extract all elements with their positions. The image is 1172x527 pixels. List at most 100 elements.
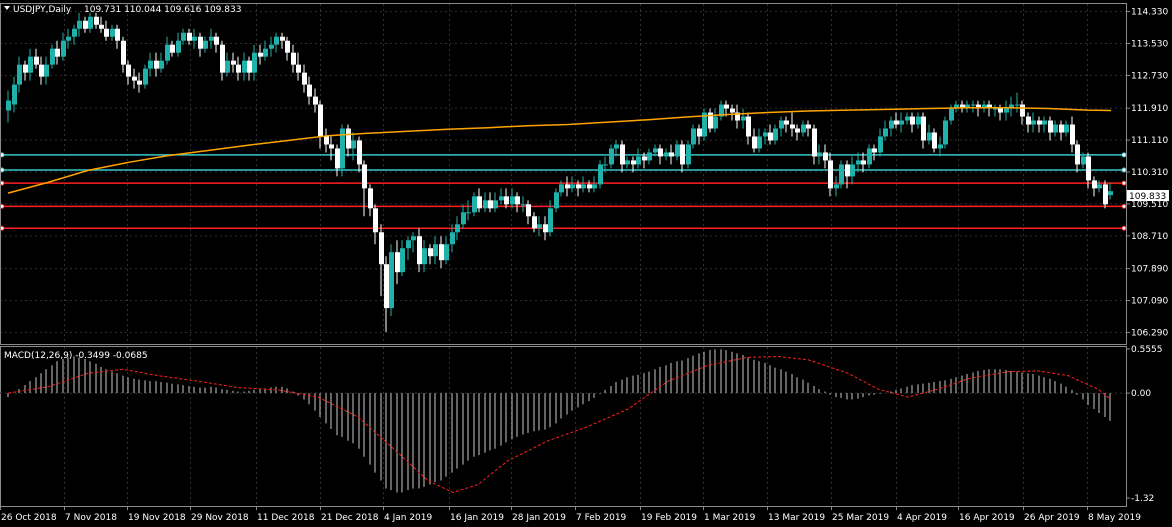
candle-body: [834, 184, 839, 189]
macd-axis: 0.5555 0.00 -1.32: [1126, 345, 1163, 504]
x-tick-label: 7 Feb 2019: [576, 513, 627, 523]
candle-body: [104, 28, 109, 37]
candle-body: [280, 36, 285, 41]
y-tick-label: 108.710: [1131, 232, 1168, 242]
candle-body: [433, 244, 438, 257]
candle-body: [406, 240, 411, 249]
candle-body: [839, 164, 844, 185]
candle-body: [400, 248, 405, 273]
candle-body: [664, 152, 669, 157]
candle-body: [1009, 104, 1014, 109]
candle-body: [368, 188, 373, 209]
candle-body: [883, 128, 888, 137]
macd-label: MACD(12,26,9) -0.3499 -0.0685: [4, 351, 148, 361]
candle-body: [554, 192, 559, 209]
dropdown-arrow-icon[interactable]: [4, 6, 10, 10]
candle-body: [965, 104, 970, 109]
macd-signal-line: [7, 356, 1111, 494]
y-tick-label: 107.090: [1131, 297, 1168, 307]
candle-body: [1081, 156, 1086, 165]
candle-body: [121, 40, 126, 65]
candle-body: [1042, 120, 1047, 125]
candle-body: [176, 40, 181, 53]
candle-body: [455, 224, 460, 233]
candle-body: [137, 80, 142, 85]
candle-body: [910, 116, 915, 125]
candle-body: [28, 56, 33, 73]
candle-body: [976, 104, 981, 109]
candle-body: [598, 164, 603, 185]
level-anchor-left: [0, 152, 5, 158]
candle-body: [603, 164, 608, 166]
candle-body: [488, 200, 493, 209]
candle-body: [587, 184, 592, 189]
candle-body: [395, 252, 400, 273]
candle-body: [548, 208, 553, 233]
level-anchor-right: [1121, 152, 1127, 158]
candle-body: [472, 196, 477, 213]
candle-body: [1020, 104, 1025, 117]
candle-body: [17, 64, 22, 85]
candle-body: [110, 28, 115, 37]
candle-body: [943, 120, 948, 145]
candle-body: [713, 116, 718, 129]
price-axis: 114.330 113.530 112.730 111.910 111.110 110.3…: [1126, 8, 1168, 338]
candle-body: [269, 44, 274, 49]
candle-body: [384, 264, 389, 309]
candle-body: [192, 36, 197, 41]
candle-body: [576, 184, 581, 189]
candle-body: [247, 60, 252, 73]
macd-y-tick-label: 0.00: [1131, 389, 1151, 399]
candle-body: [39, 64, 44, 77]
candle-body: [763, 132, 768, 137]
candle-body: [203, 40, 208, 49]
level-anchor-left: [0, 203, 5, 209]
candle-body: [318, 104, 323, 137]
candle-body: [450, 232, 455, 245]
y-tick-label: 109.510: [1131, 200, 1168, 210]
candle-body: [932, 132, 937, 149]
candle-body: [735, 112, 740, 121]
x-tick-label: 25 Mar 2019: [832, 513, 889, 523]
candle-body: [987, 104, 992, 109]
candle-body: [1053, 124, 1058, 133]
candle-body: [1059, 124, 1064, 133]
macd-y-tick-label: 0.5555: [1131, 345, 1163, 355]
candle-body: [44, 64, 49, 77]
candle-body: [88, 16, 93, 29]
candle-body: [724, 104, 729, 109]
moving-average-path: [7, 107, 1112, 194]
macd-histogram: [7, 349, 1111, 493]
candle-body: [719, 104, 724, 117]
candle-body: [77, 20, 82, 29]
candle-body: [66, 36, 71, 41]
candle-body: [159, 60, 164, 69]
candle-body: [801, 124, 806, 133]
candle-body: [187, 32, 192, 41]
candle-body: [499, 196, 504, 201]
candle-body: [307, 84, 312, 97]
x-tick-label: 16 Apr 2019: [959, 513, 1015, 523]
candle-body: [521, 204, 526, 206]
candle-body: [242, 60, 247, 73]
candle-body: [417, 236, 422, 265]
x-tick-label: 11 Dec 2018: [257, 513, 315, 523]
x-tick-label: 26 Oct 2018: [1, 513, 57, 523]
candle-body: [504, 196, 509, 205]
candle-body: [50, 48, 55, 65]
candle-body: [324, 136, 329, 145]
candle-body: [1015, 104, 1020, 106]
candle-body: [466, 212, 471, 214]
candle-body: [1026, 116, 1031, 125]
level-anchor-right: [1121, 203, 1127, 209]
candle-body: [609, 148, 614, 165]
time-axis: 26 Oct 2018 7 Nov 2018 19 Nov 2018 29 Nov 2…: [0, 506, 1141, 523]
candle-body: [1070, 124, 1075, 145]
level-anchor-right: [1121, 225, 1127, 231]
candle-body: [422, 248, 427, 265]
candle-body: [773, 128, 778, 141]
candle-body: [949, 108, 954, 121]
candle-body: [757, 136, 762, 149]
